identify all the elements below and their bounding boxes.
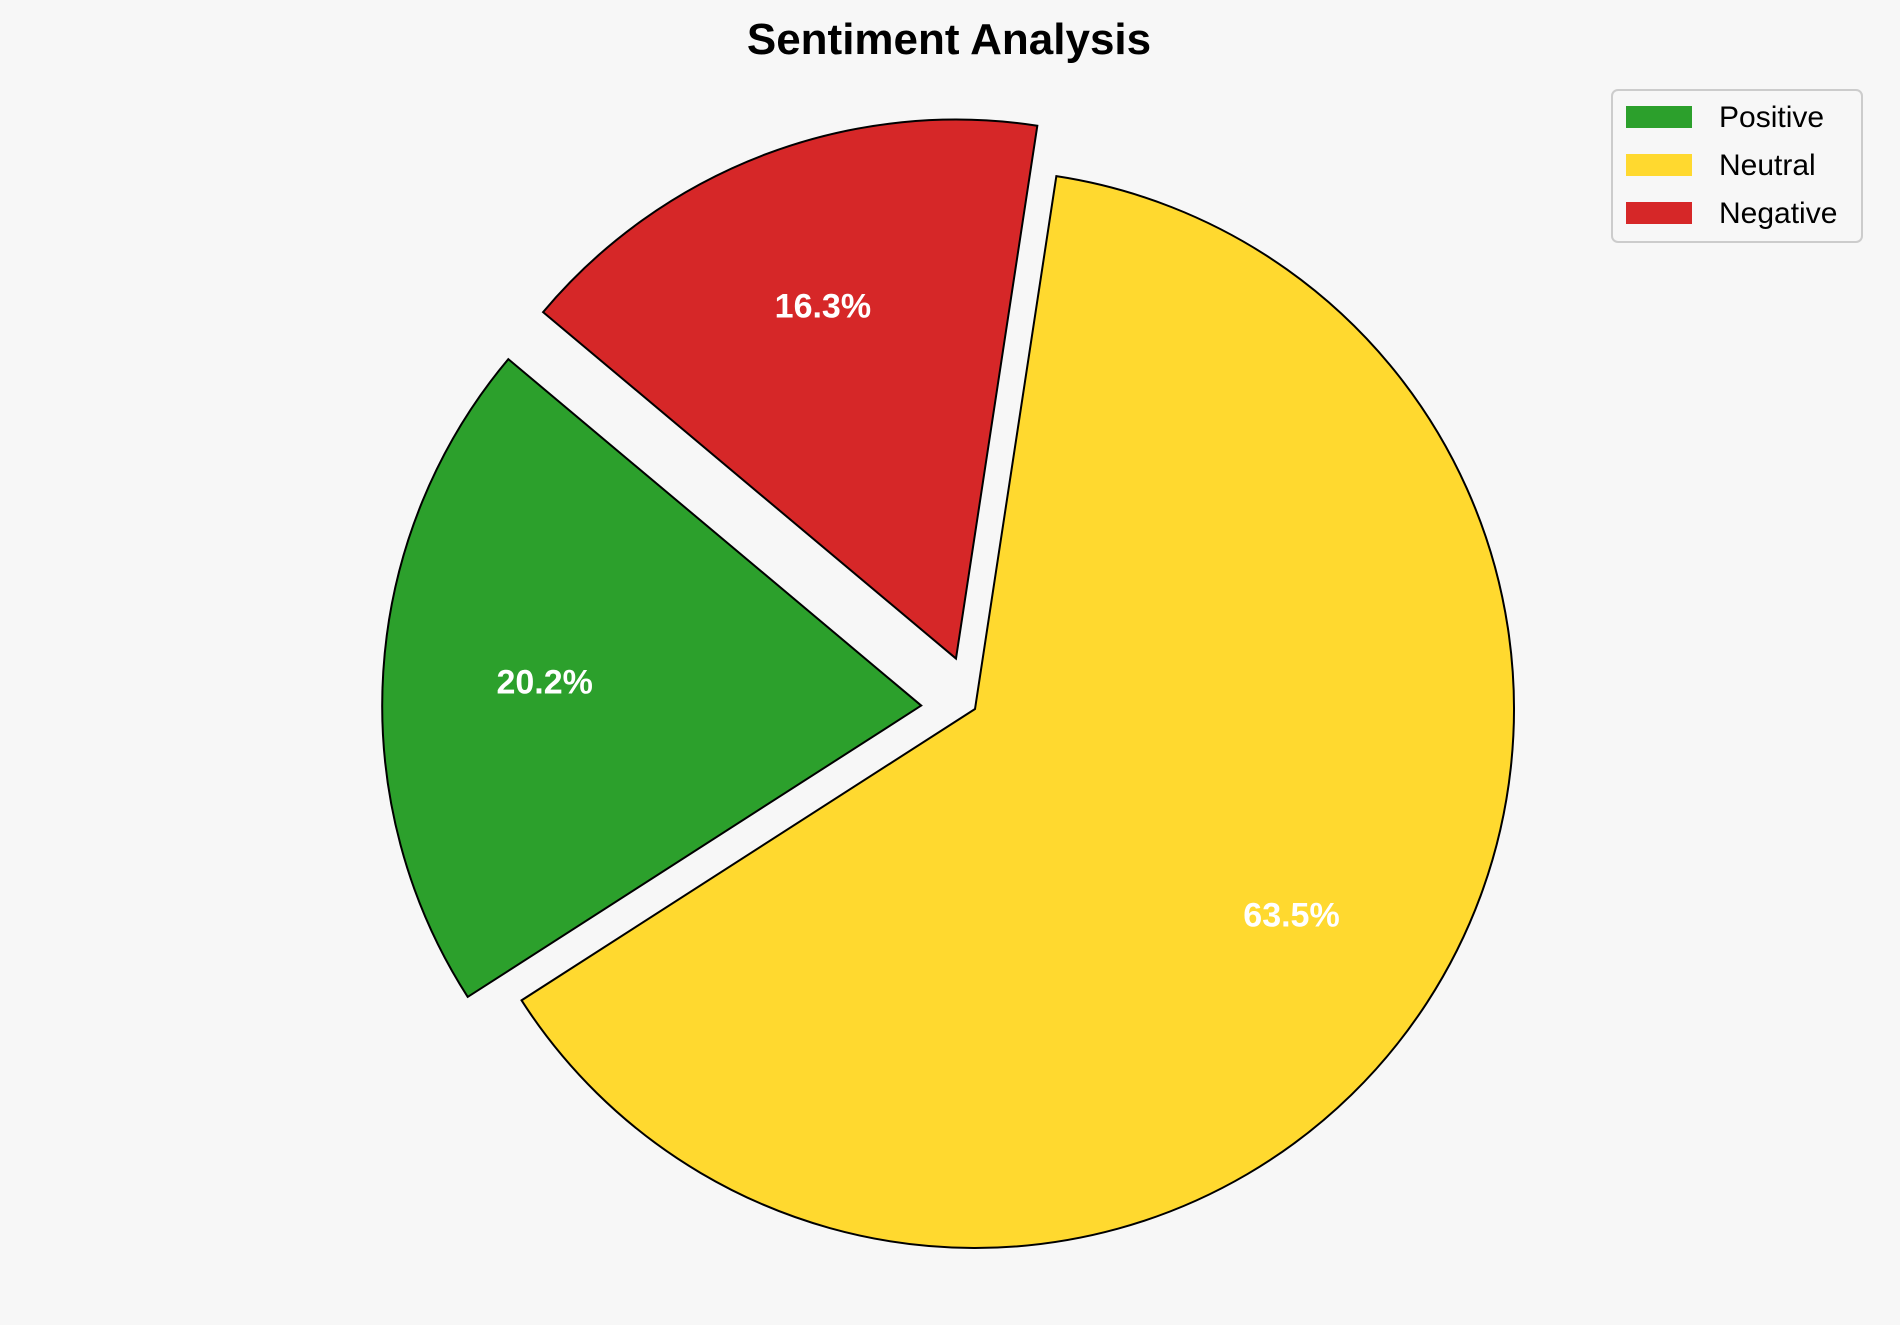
legend-swatch-positive: [1626, 106, 1692, 128]
chart-title: Sentiment Analysis: [747, 15, 1151, 64]
legend-swatch-negative: [1626, 202, 1692, 224]
legend: Positive Neutral Negative: [1611, 89, 1863, 243]
pie-slice-positive: [381, 357, 923, 999]
legend-label-positive: Positive: [1719, 101, 1824, 134]
legend-swatch-neutral: [1626, 154, 1692, 176]
pct-label-neutral: 63.5%: [1243, 896, 1339, 934]
pct-label-negative: 16.3%: [775, 288, 871, 326]
legend-label-neutral: Neutral: [1719, 149, 1816, 182]
legend-label-negative: Negative: [1719, 197, 1837, 230]
pct-label-positive: 20.2%: [496, 664, 592, 702]
pie-slice-negative: [541, 118, 1039, 661]
pie-slice-neutral: [520, 175, 1515, 1249]
